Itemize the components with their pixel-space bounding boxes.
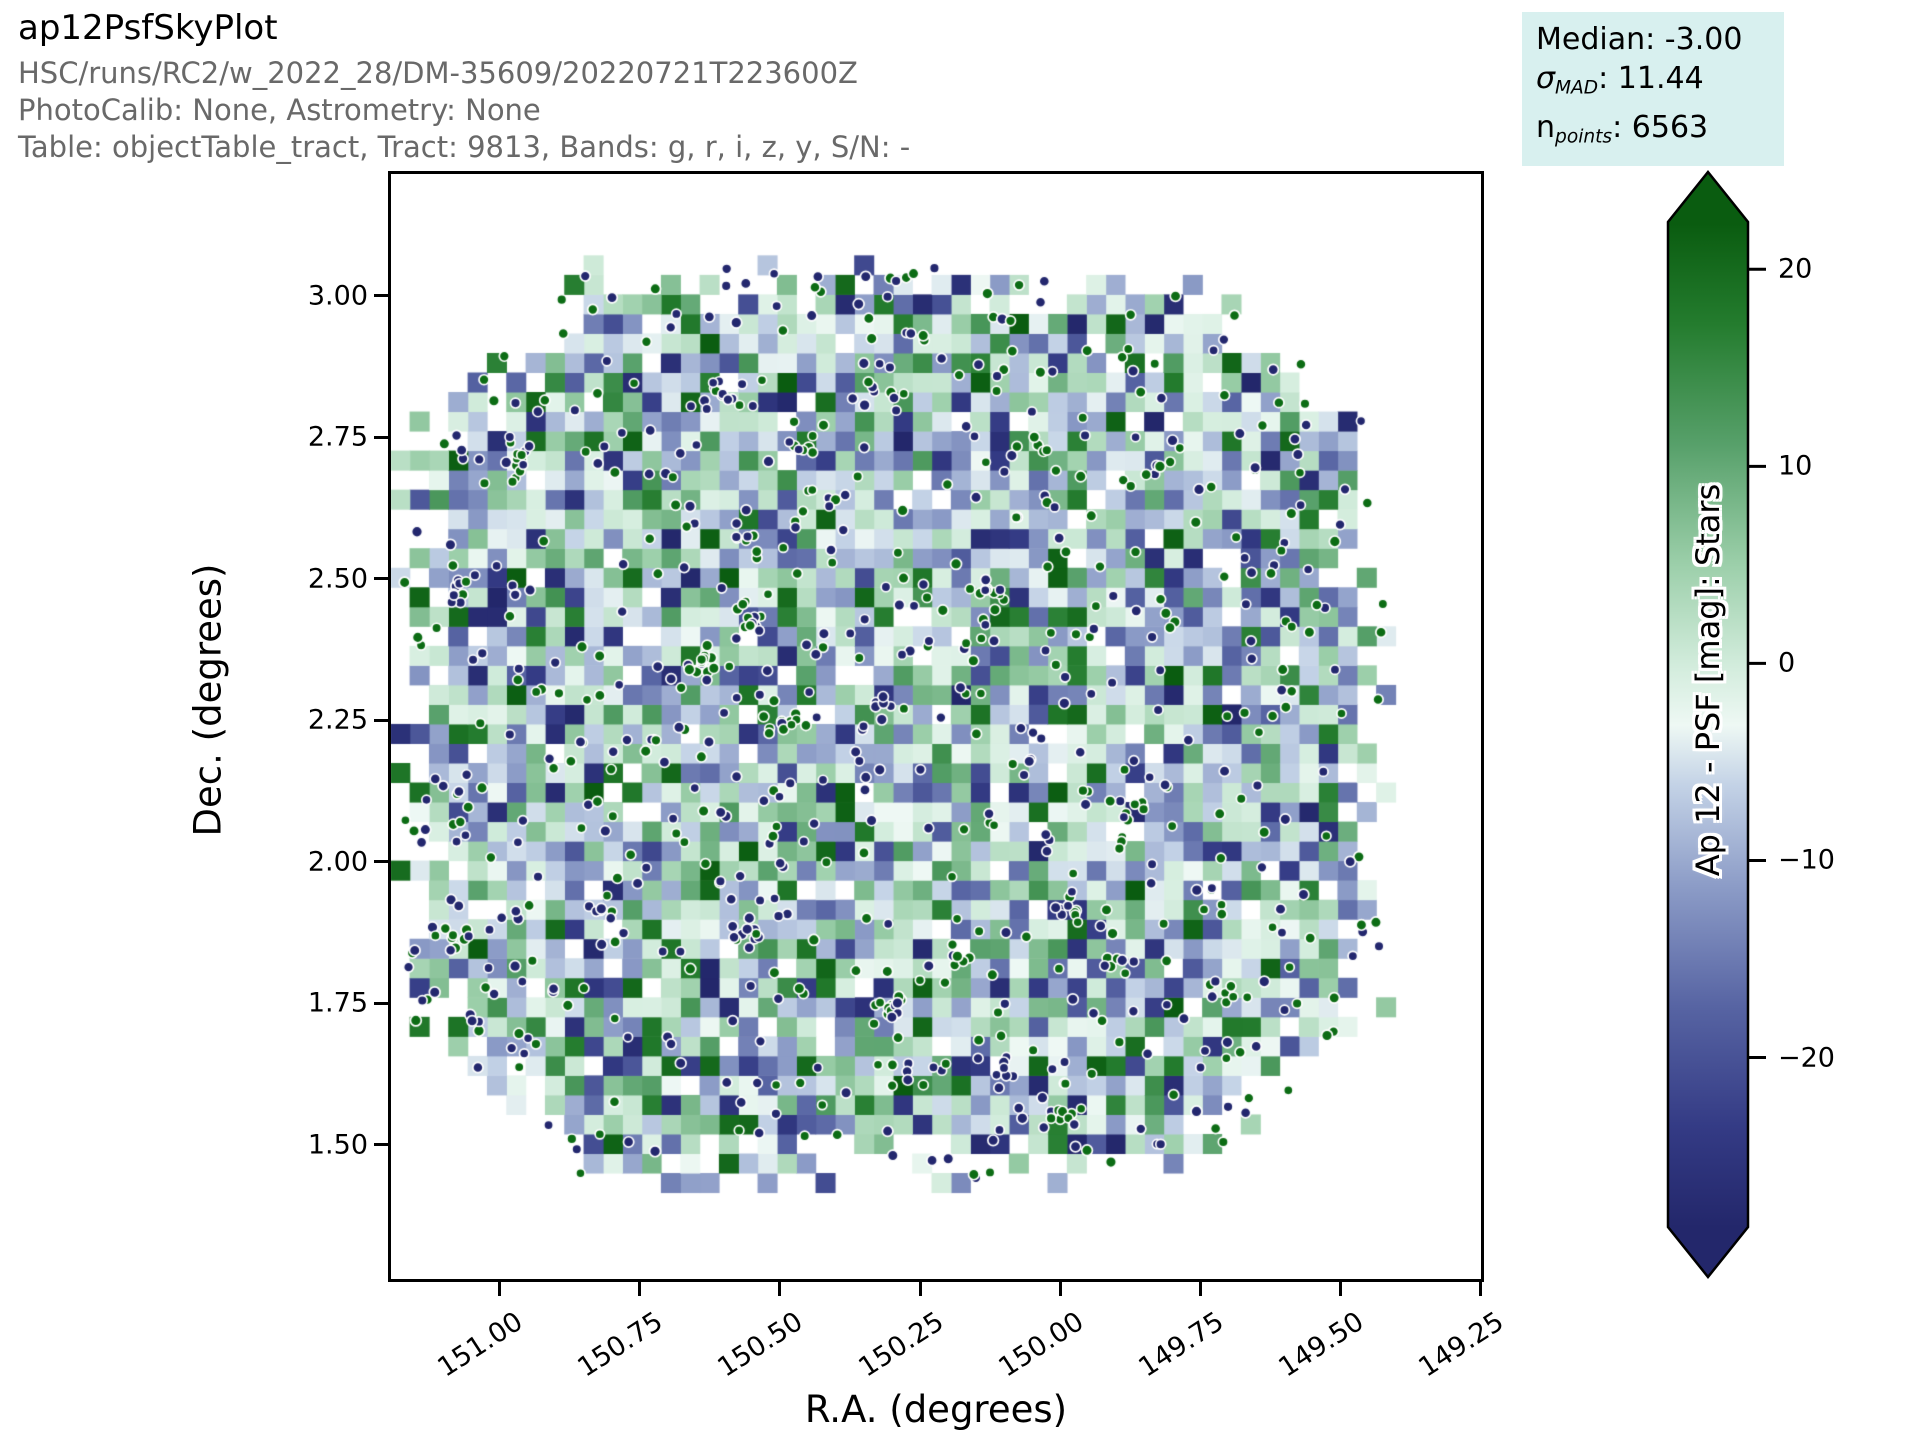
page-title: ap12PsfSkyPlot [18, 8, 278, 48]
colorbar-tick-label: 0 [1778, 647, 1796, 679]
x-tick-mark [638, 1282, 642, 1296]
x-tick-label: 151.00 [432, 1306, 529, 1384]
stats-summary-box: Median: -3.00 σMAD: 11.44 npoints: 6563 [1522, 12, 1784, 167]
x-tick-label: 149.75 [1132, 1306, 1230, 1384]
y-axis-label: Dec. (degrees) [186, 563, 230, 837]
x-tick-mark [778, 1282, 782, 1296]
y-tick-mark [374, 718, 388, 722]
colorbar-tick-label: 20 [1778, 253, 1813, 285]
y-tick-label: 1.50 [307, 1129, 368, 1161]
sigma-mad-stat: σMAD: 11.44 [1536, 61, 1704, 99]
median-stat: Median: -3.00 [1536, 22, 1743, 57]
table-info-line: Table: objectTable_tract, Tract: 9813, B… [18, 130, 911, 164]
y-tick-label: 2.00 [307, 846, 368, 878]
y-tick-label: 3.00 [307, 280, 368, 312]
y-tick-mark [374, 435, 388, 439]
colorbar-tick-label: 10 [1778, 450, 1813, 482]
calibration-line: PhotoCalib: None, Astrometry: None [18, 93, 541, 127]
y-tick-label: 2.25 [307, 704, 368, 736]
x-tick-label: 149.50 [1273, 1306, 1370, 1384]
sky-heatmap-canvas [390, 173, 1482, 1280]
colorbar [1666, 170, 1766, 1280]
x-tick-label: 150.75 [572, 1306, 669, 1384]
y-tick-mark [374, 577, 388, 581]
colorbar-label: Ap 12 - PSF [mag]: Stars [1689, 483, 1727, 877]
x-tick-label: 150.25 [852, 1306, 949, 1384]
y-tick-mark [374, 1143, 388, 1147]
x-tick-label: 150.00 [992, 1306, 1089, 1384]
y-tick-mark [374, 294, 388, 298]
x-tick-label: 150.50 [712, 1306, 809, 1384]
x-axis-label: R.A. (degrees) [804, 1388, 1068, 1431]
x-tick-mark [1338, 1282, 1342, 1296]
x-tick-mark [1198, 1282, 1202, 1296]
x-tick-mark [1478, 1282, 1482, 1296]
x-tick-mark [498, 1282, 502, 1296]
y-tick-label: 2.75 [307, 421, 368, 453]
y-tick-label: 2.50 [307, 563, 368, 595]
colorbar-tick-label: −10 [1778, 844, 1835, 876]
x-tick-mark [1058, 1282, 1062, 1296]
colorbar-tick-label: −20 [1778, 1042, 1835, 1074]
colorbar-gradient-bar [1666, 170, 1750, 1280]
n-points-stat: npoints: 6563 [1536, 109, 1709, 148]
x-tick-mark [918, 1282, 922, 1296]
y-tick-mark [374, 860, 388, 864]
run-collection-line: HSC/runs/RC2/w_2022_28/DM-35609/20220721… [18, 56, 858, 90]
y-tick-mark [374, 1001, 388, 1005]
x-tick-label: 149.25 [1413, 1306, 1510, 1384]
y-tick-label: 1.75 [307, 987, 368, 1019]
